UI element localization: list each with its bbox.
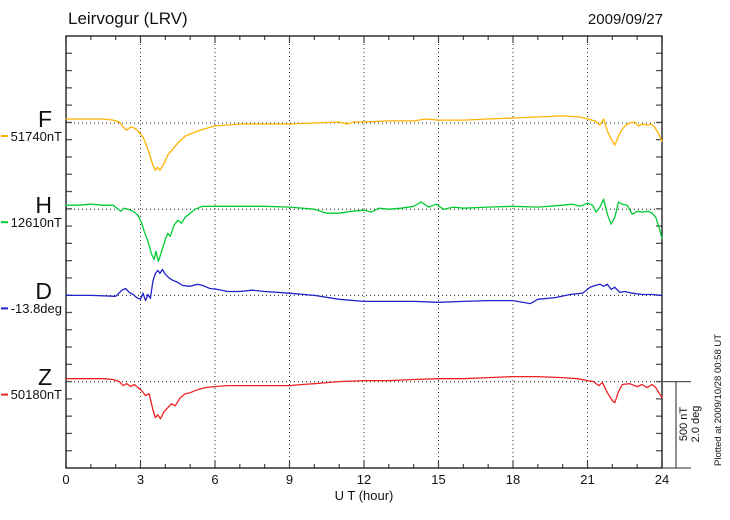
x-axis-label: U T (hour) bbox=[335, 488, 394, 503]
scale-bar-deg-label: 2.0 deg bbox=[690, 406, 702, 443]
x-tick-label-18: 18 bbox=[506, 472, 520, 487]
scale-bar-nt-label: 500 nT bbox=[678, 407, 690, 442]
axes-layer: 0 3 6 9 12 15 18 21 24 bbox=[1, 36, 669, 487]
series-label-D: D bbox=[35, 278, 52, 304]
series-value-D: -13.8deg bbox=[11, 301, 62, 316]
series-value-F: 51740nT bbox=[11, 129, 62, 144]
curve-F bbox=[65, 115, 663, 171]
series-label-F: F bbox=[38, 106, 52, 132]
x-tick-label-0: 0 bbox=[62, 472, 69, 487]
series-label-Z: Z bbox=[38, 364, 52, 390]
x-tick-label-24: 24 bbox=[655, 472, 669, 487]
curves-layer bbox=[65, 115, 663, 420]
series-value-H: 12610nT bbox=[11, 215, 62, 230]
series-value-Z: 50180nT bbox=[11, 387, 62, 402]
x-tick-label-6: 6 bbox=[211, 472, 218, 487]
plot-frame bbox=[65, 35, 663, 469]
x-tick-label-9: 9 bbox=[286, 472, 293, 487]
chart-title: Leirvogur (LRV) bbox=[68, 9, 188, 28]
curve-Z bbox=[65, 375, 663, 420]
chart-date: 2009/09/27 bbox=[588, 11, 663, 28]
x-tick-label-12: 12 bbox=[357, 472, 371, 487]
series-label-H: H bbox=[35, 192, 52, 218]
x-tick-label-15: 15 bbox=[431, 472, 445, 487]
plotted-at-note: Plotted at 2009/10/28 00:58 UT bbox=[713, 334, 724, 466]
curve-D bbox=[65, 268, 663, 305]
x-tick-label-21: 21 bbox=[580, 472, 594, 487]
x-tick-label-3: 3 bbox=[137, 472, 144, 487]
curve-H bbox=[65, 198, 663, 263]
